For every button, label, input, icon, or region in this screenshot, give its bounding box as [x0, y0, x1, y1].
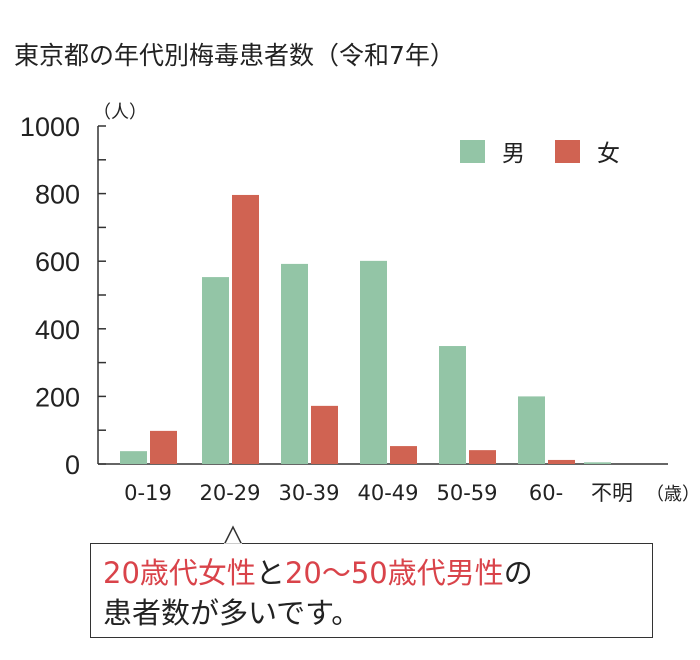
y-tick-label: 400 — [35, 315, 80, 345]
bar-male — [120, 451, 147, 464]
y-tick-label: 600 — [35, 247, 80, 277]
bar-chart: 0 200 400 600 800 1000 （人） 0-19 20-29 30-39 40-49 5… — [20, 102, 700, 505]
x-tick-label: 50-59 — [436, 481, 497, 505]
callout-line-2: 患者数が多いです。 — [103, 596, 361, 630]
callout-text: の — [503, 556, 533, 590]
bar-female — [232, 194, 259, 464]
y-tick-label: 800 — [35, 180, 80, 210]
bar-male — [202, 277, 229, 464]
y-axis-unit: （人） — [93, 102, 147, 123]
bar-male — [281, 263, 308, 464]
x-axis-unit: （歳） — [646, 484, 700, 505]
bar-male — [439, 346, 466, 464]
bar-female — [469, 450, 496, 464]
bar-male — [360, 260, 387, 464]
legend-swatch — [555, 140, 580, 163]
callout-highlight: 20歳代女性 — [103, 556, 256, 590]
y-tick-label: 0 — [65, 450, 80, 480]
x-tick-label: 0-19 — [124, 481, 172, 505]
bar-male — [584, 462, 611, 464]
callout-highlight: 20～50歳代男性 — [284, 556, 504, 590]
x-tick-label: 20-29 — [199, 481, 260, 505]
bar-female — [390, 446, 417, 464]
x-tick-label: 30-39 — [278, 481, 339, 505]
bar-female — [548, 459, 575, 464]
y-tick-label: 200 — [35, 382, 80, 412]
legend-label: 女 — [597, 141, 620, 167]
legend-label: 男 — [502, 141, 525, 167]
legend-swatch — [460, 140, 485, 163]
bar-female — [150, 430, 177, 464]
y-tick-label: 1000 — [20, 112, 80, 142]
callout-box: 20歳代女性と20～50歳代男性の 患者数が多いです。 — [90, 543, 653, 638]
chart-title: 東京都の年代別梅毒患者数（令和7年） — [14, 41, 455, 70]
bar-female — [311, 405, 338, 464]
callout-text: と — [255, 556, 285, 590]
x-tick-label: 40-49 — [357, 481, 418, 505]
x-tick-label: 不明 — [591, 481, 633, 505]
callout-line-1: 20歳代女性と20～50歳代男性の — [103, 550, 533, 592]
bar-male — [518, 396, 545, 464]
x-tick-label: 60- — [529, 481, 563, 505]
